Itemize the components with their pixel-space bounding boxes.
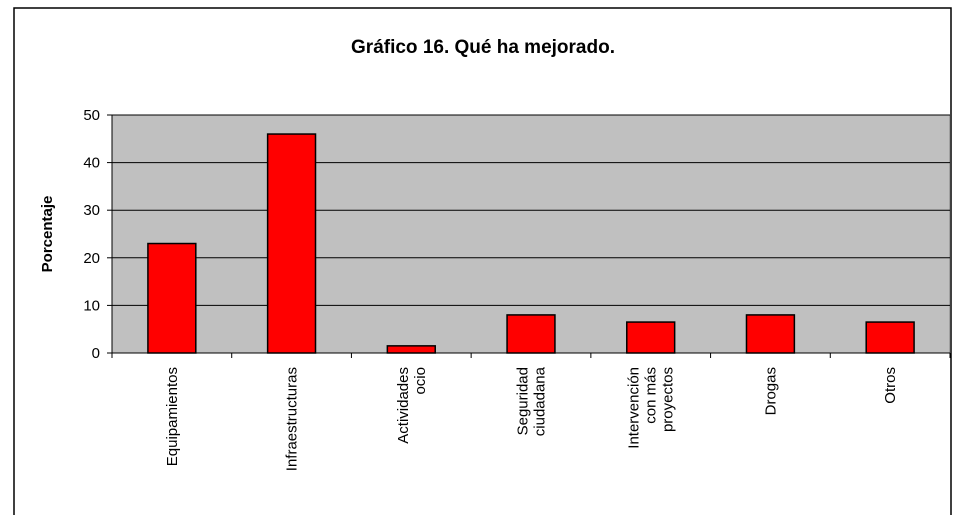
x-tick-label: Seguridadciudadana bbox=[515, 366, 549, 436]
bar bbox=[626, 321, 676, 354]
bar bbox=[865, 321, 915, 354]
bar bbox=[147, 242, 197, 354]
bar bbox=[266, 133, 317, 354]
y-tick-label: 10 bbox=[83, 297, 100, 314]
x-tick-label: Actividadesocio bbox=[395, 367, 429, 444]
x-tick-label: Equipamientos bbox=[164, 367, 181, 466]
bar bbox=[386, 345, 436, 354]
bar bbox=[745, 314, 796, 354]
x-tick-label: Intervencióncon másproyectos bbox=[626, 367, 677, 449]
y-tick-label: 20 bbox=[83, 250, 100, 267]
y-axis-label: Porcentaje bbox=[39, 196, 56, 273]
y-tick-label: 0 bbox=[92, 345, 100, 362]
x-tick-label: Otros bbox=[882, 367, 899, 404]
x-tick-label: Infraestructuras bbox=[284, 367, 301, 471]
x-tick-label: Drogas bbox=[762, 367, 779, 415]
bar bbox=[506, 314, 556, 354]
y-tick-label: 50 bbox=[83, 107, 100, 124]
plot-area bbox=[111, 114, 951, 354]
y-tick-label: 40 bbox=[83, 155, 100, 172]
y-tick-label: 30 bbox=[83, 202, 100, 219]
chart-title: Gráfico 16. Qué ha mejorado. bbox=[351, 37, 615, 58]
